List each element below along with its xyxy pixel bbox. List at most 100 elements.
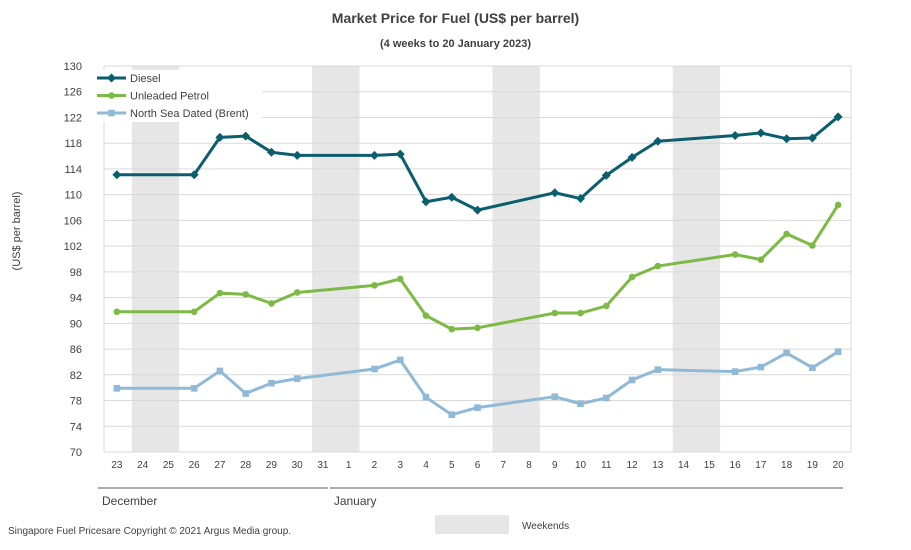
series-line: [116, 204, 840, 331]
series: [112, 112, 843, 418]
y-tick-label: 98: [70, 267, 82, 279]
data-point: [242, 390, 249, 397]
x-tick-label: 29: [266, 460, 278, 471]
data-point: [731, 368, 739, 375]
data-point: [834, 201, 842, 209]
x-tick-label: 19: [807, 460, 819, 471]
month-label: December: [102, 494, 157, 508]
data-point: [731, 251, 739, 258]
weekend-band: [492, 66, 540, 452]
x-tick-label: 18: [781, 460, 793, 471]
data-point: [653, 136, 663, 146]
series-line: [116, 115, 840, 212]
x-tick-label: 23: [111, 460, 123, 471]
source-note: Singapore Fuel Pricesare Copyright © 202…: [8, 526, 292, 537]
x-tick-label: 15: [704, 460, 716, 471]
data-point: [834, 348, 842, 355]
data-point: [395, 149, 405, 159]
data-point: [782, 134, 792, 144]
data-point: [113, 385, 121, 392]
y-tick-label: 82: [70, 370, 82, 382]
chart-title: Market Price for Fuel (US$ per barrel): [331, 10, 580, 26]
x-tick-label: 3: [397, 460, 403, 471]
y-tick-label: 86: [70, 344, 82, 356]
y-tick-label: 126: [64, 87, 82, 99]
data-point: [809, 364, 816, 372]
x-tick-label: 13: [652, 460, 664, 471]
legend-label: Diesel: [130, 73, 161, 85]
x-tick-label: 14: [678, 460, 690, 471]
data-point: [215, 132, 225, 142]
data-point: [730, 130, 740, 140]
data-point: [757, 363, 765, 371]
axes: 7074788286909498102106110114118122126130…: [64, 61, 844, 508]
x-tick-label: 17: [755, 460, 767, 471]
data-point: [190, 385, 198, 392]
data-point: [293, 289, 301, 296]
data-point: [628, 376, 636, 384]
data-point: [189, 170, 199, 180]
data-point: [190, 308, 198, 316]
weekend-band: [131, 66, 180, 452]
x-tick-label: 28: [240, 460, 252, 471]
data-point: [448, 325, 456, 333]
data-point: [268, 300, 275, 307]
data-point: [242, 291, 249, 298]
x-tick-label: 20: [833, 460, 845, 471]
x-tick-label: 12: [626, 460, 638, 471]
data-point: [371, 365, 378, 373]
data-point: [292, 150, 302, 160]
data-point: [422, 394, 430, 401]
x-tick-label: 26: [189, 460, 201, 471]
y-tick-label: 122: [64, 112, 82, 124]
data-point: [108, 92, 115, 99]
gridlines: [103, 65, 852, 453]
data-point: [551, 393, 559, 400]
data-point: [107, 73, 116, 83]
data-point: [216, 289, 224, 297]
weekend-legend-label: Weekends: [522, 521, 570, 532]
x-tick-label: 5: [449, 460, 455, 471]
data-point: [602, 302, 610, 310]
data-point: [627, 152, 637, 162]
data-point: [551, 309, 559, 317]
data-point: [241, 131, 251, 141]
legend: Diesel Unleaded Petrol North Sea Dated (Br…: [92, 70, 262, 122]
y-tick-label: 102: [64, 241, 82, 253]
data-point: [396, 356, 404, 364]
data-point: [448, 411, 456, 418]
legend-label: Unleaded Petrol: [130, 91, 209, 103]
data-point: [654, 262, 662, 270]
y-tick-label: 130: [64, 61, 82, 73]
data-point: [369, 150, 379, 160]
data-point: [550, 188, 560, 198]
y-tick-label: 110: [64, 190, 82, 202]
x-tick-label: 2: [372, 460, 378, 471]
data-point: [293, 375, 301, 382]
data-point: [113, 308, 121, 316]
y-tick-label: 74: [70, 421, 82, 433]
weekend-legend-swatch: [435, 515, 509, 534]
data-point: [474, 324, 481, 332]
data-point: [807, 133, 817, 143]
x-tick-label: 16: [730, 460, 742, 471]
data-point: [783, 349, 790, 357]
x-tick-label: 4: [423, 460, 429, 471]
data-point: [447, 192, 457, 202]
x-tick-label: 1: [346, 460, 352, 471]
data-point: [809, 242, 816, 249]
x-tick-label: 9: [552, 460, 558, 471]
data-point: [421, 197, 431, 207]
data-point: [266, 147, 276, 157]
y-tick-label: 114: [64, 164, 82, 176]
x-tick-label: 24: [137, 460, 149, 471]
x-tick-label: 6: [475, 460, 481, 471]
x-tick-label: 31: [317, 460, 329, 471]
x-tick-label: 10: [575, 460, 587, 471]
x-tick-label: 11: [601, 460, 612, 471]
data-point: [756, 128, 766, 138]
data-point: [783, 230, 790, 238]
data-point: [601, 170, 611, 180]
data-point: [576, 194, 586, 204]
